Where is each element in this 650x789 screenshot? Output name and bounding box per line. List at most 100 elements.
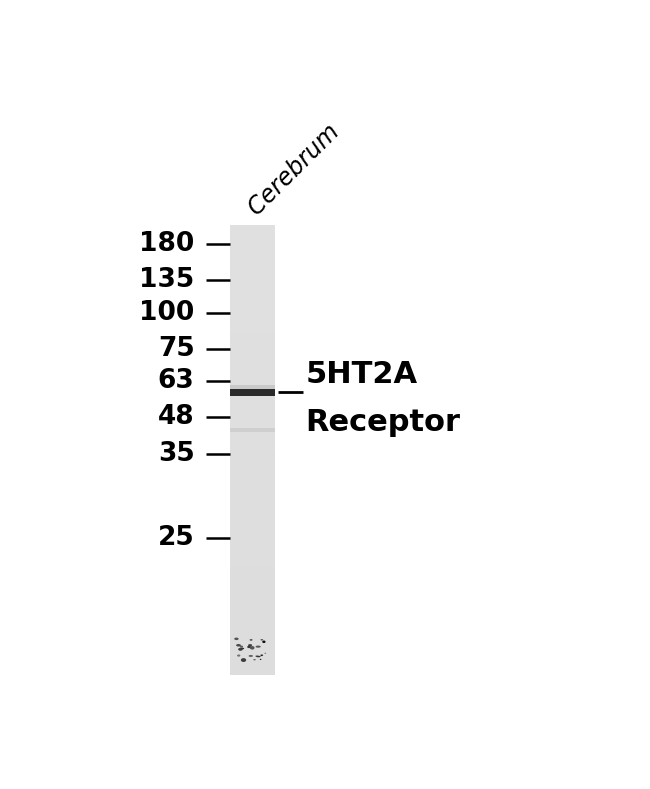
Bar bbox=[230, 369, 275, 374]
Bar bbox=[230, 643, 275, 648]
Bar bbox=[230, 234, 275, 239]
Bar bbox=[230, 356, 275, 360]
Bar bbox=[230, 360, 275, 365]
Bar bbox=[230, 495, 275, 499]
Bar bbox=[230, 468, 275, 473]
Bar bbox=[230, 271, 275, 275]
Bar bbox=[230, 594, 275, 598]
Bar bbox=[230, 598, 275, 603]
Bar bbox=[230, 540, 275, 544]
Bar bbox=[230, 648, 275, 653]
Bar bbox=[230, 477, 275, 481]
Text: Cerebrum: Cerebrum bbox=[243, 119, 343, 219]
Bar bbox=[230, 531, 275, 536]
Bar bbox=[230, 581, 275, 585]
Bar bbox=[230, 576, 275, 581]
Bar bbox=[230, 256, 275, 261]
Bar bbox=[230, 671, 275, 675]
Bar bbox=[230, 473, 275, 477]
Text: 48: 48 bbox=[158, 404, 194, 430]
Text: 180: 180 bbox=[139, 230, 194, 256]
Bar bbox=[230, 293, 275, 297]
Ellipse shape bbox=[250, 646, 255, 649]
Bar bbox=[230, 509, 275, 513]
Ellipse shape bbox=[247, 645, 251, 648]
Bar bbox=[230, 226, 275, 675]
Bar bbox=[230, 504, 275, 509]
Bar bbox=[230, 378, 275, 383]
Bar bbox=[230, 486, 275, 491]
Bar bbox=[230, 297, 275, 301]
Bar bbox=[230, 585, 275, 589]
Bar bbox=[230, 612, 275, 616]
Bar bbox=[230, 288, 275, 293]
Bar bbox=[230, 239, 275, 243]
Bar bbox=[230, 536, 275, 540]
Bar bbox=[230, 544, 275, 549]
Bar bbox=[230, 374, 275, 378]
Bar bbox=[230, 441, 275, 446]
Ellipse shape bbox=[254, 659, 256, 660]
Bar bbox=[230, 252, 275, 256]
Bar bbox=[230, 481, 275, 486]
Bar bbox=[230, 666, 275, 671]
Ellipse shape bbox=[241, 658, 246, 662]
Bar bbox=[230, 626, 275, 630]
Bar bbox=[230, 230, 275, 234]
Ellipse shape bbox=[261, 654, 263, 656]
Bar bbox=[230, 351, 275, 356]
Bar bbox=[230, 446, 275, 450]
Text: Receptor: Receptor bbox=[306, 408, 460, 437]
Bar bbox=[230, 630, 275, 634]
Bar bbox=[230, 385, 275, 389]
Bar bbox=[230, 608, 275, 612]
Bar bbox=[230, 329, 275, 333]
Bar bbox=[230, 450, 275, 454]
Bar bbox=[230, 459, 275, 464]
Ellipse shape bbox=[248, 655, 253, 656]
Ellipse shape bbox=[261, 639, 263, 641]
Bar bbox=[230, 653, 275, 657]
Bar bbox=[230, 266, 275, 271]
Bar bbox=[230, 554, 275, 558]
Bar bbox=[230, 387, 275, 391]
Bar bbox=[230, 342, 275, 346]
Text: 135: 135 bbox=[139, 267, 194, 293]
Bar bbox=[230, 391, 275, 396]
Bar bbox=[230, 324, 275, 329]
Text: 25: 25 bbox=[158, 525, 194, 552]
Bar bbox=[230, 621, 275, 626]
Text: 63: 63 bbox=[158, 368, 194, 394]
Bar bbox=[230, 333, 275, 338]
Bar bbox=[230, 454, 275, 459]
Bar bbox=[230, 432, 275, 436]
Bar bbox=[230, 320, 275, 324]
Bar bbox=[230, 316, 275, 320]
Bar bbox=[230, 396, 275, 401]
Bar bbox=[230, 464, 275, 468]
Ellipse shape bbox=[248, 644, 252, 646]
Bar bbox=[230, 346, 275, 351]
Bar bbox=[230, 419, 275, 423]
Bar bbox=[230, 436, 275, 441]
Bar bbox=[230, 423, 275, 428]
Text: 5HT2A: 5HT2A bbox=[306, 360, 417, 389]
Bar bbox=[230, 661, 275, 666]
Bar bbox=[230, 226, 275, 230]
Bar bbox=[230, 428, 275, 432]
Bar bbox=[230, 518, 275, 522]
Bar bbox=[230, 522, 275, 526]
Bar bbox=[230, 567, 275, 571]
Bar bbox=[230, 563, 275, 567]
Bar bbox=[230, 634, 275, 639]
Bar bbox=[230, 558, 275, 563]
Ellipse shape bbox=[255, 645, 261, 648]
Ellipse shape bbox=[241, 648, 244, 649]
Bar bbox=[230, 571, 275, 576]
Bar bbox=[230, 428, 275, 432]
Bar bbox=[230, 365, 275, 369]
Bar bbox=[230, 603, 275, 608]
Text: 100: 100 bbox=[139, 301, 194, 327]
Bar bbox=[230, 389, 275, 396]
Ellipse shape bbox=[234, 638, 239, 640]
